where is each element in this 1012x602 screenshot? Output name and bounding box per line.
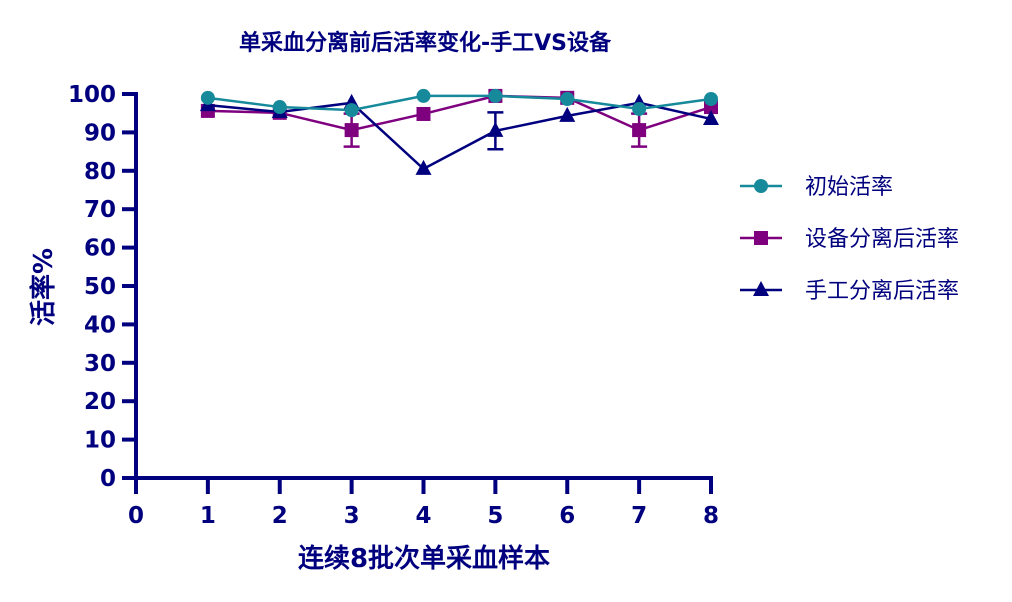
data-point <box>344 123 359 138</box>
x-tick-label: 3 <box>344 503 360 529</box>
x-tick-label: 6 <box>559 503 575 529</box>
x-tick-label: 4 <box>415 503 431 529</box>
data-point <box>416 88 431 103</box>
y-tick-label: 0 <box>100 466 116 492</box>
y-tick-label: 50 <box>84 274 116 300</box>
y-tick-label: 70 <box>84 197 116 223</box>
legend-label: 手工分离后活率 <box>805 279 959 304</box>
chart-title: 单采血分离前后活率变化-手工VS设备 <box>239 30 612 56</box>
legend-item: 初始活率 <box>740 175 893 200</box>
y-tick-label: 30 <box>84 351 116 377</box>
y-tick-label: 90 <box>84 120 116 146</box>
x-tick-label: 2 <box>272 503 288 529</box>
legend-circle-icon <box>754 179 768 193</box>
legend-item: 设备分离后活率 <box>740 227 959 252</box>
y-axis-label: 活率% <box>28 248 59 326</box>
axes: 0 10 20 30 40 50 60 70 80 90 100 0 1 2 3 4 5 6 7 8 <box>68 82 719 529</box>
data-point <box>488 88 503 103</box>
x-tick-label: 0 <box>128 503 144 529</box>
x-tick-label: 8 <box>703 503 719 529</box>
data-point <box>416 106 431 121</box>
series-line <box>207 94 712 112</box>
legend-item: 手工分离后活率 <box>740 279 959 304</box>
data-point <box>703 109 719 125</box>
legend-triangle-icon <box>753 281 769 296</box>
series-line <box>207 94 712 132</box>
y-tick-label: 20 <box>84 389 116 415</box>
series-group <box>199 88 719 175</box>
y-tick-label: 10 <box>84 428 116 454</box>
legend-label: 设备分离后活率 <box>805 227 959 252</box>
data-point <box>560 91 575 106</box>
data-point <box>200 90 215 105</box>
data-point <box>559 106 576 122</box>
data-point <box>344 103 359 118</box>
data-point <box>415 159 432 175</box>
series-circle <box>200 88 718 118</box>
y-tick-label: 100 <box>68 82 116 108</box>
data-point <box>487 121 504 137</box>
y-tick-label: 60 <box>84 236 116 262</box>
x-axis-label: 连续8批次单采血样本 <box>298 543 550 574</box>
y-tick-label: 40 <box>84 312 116 338</box>
x-tick-label: 1 <box>200 503 216 529</box>
legend-label: 初始活率 <box>805 175 893 200</box>
data-point <box>272 100 287 115</box>
series-line <box>207 101 712 171</box>
legend-square-icon <box>754 231 768 245</box>
data-point <box>632 101 647 116</box>
data-point <box>704 91 718 106</box>
x-tick-label: 5 <box>487 503 503 529</box>
data-point <box>632 123 647 138</box>
x-tick-label: 7 <box>631 503 647 529</box>
y-tick-label: 80 <box>84 159 116 185</box>
